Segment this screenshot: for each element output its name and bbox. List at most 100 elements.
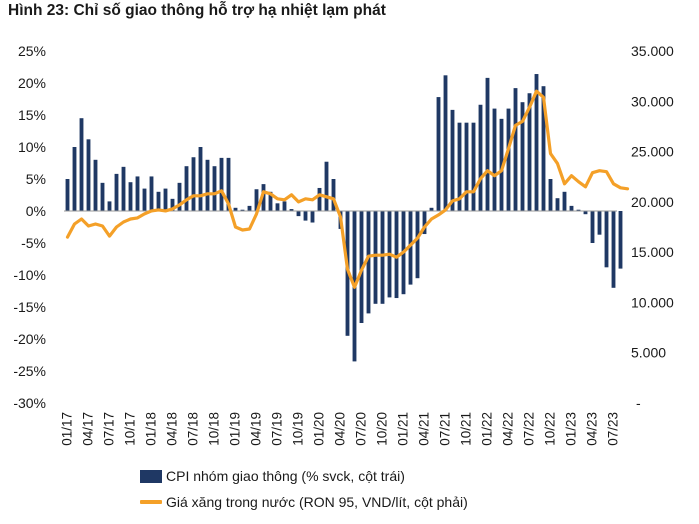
cpi-bar: [478, 104, 483, 211]
cpi-bar: [177, 182, 182, 211]
cpi-bar: [618, 211, 623, 269]
x-tick-label: 10/21: [459, 412, 474, 446]
x-tick-label: 04/17: [81, 412, 96, 446]
cpi-bar: [499, 118, 504, 211]
cpi-bar: [436, 97, 441, 211]
x-tick-label: 07/17: [102, 412, 117, 446]
legend-label-cpi: CPI nhóm giao thông (% svck, cột trái): [166, 468, 405, 484]
cpi-bar: [79, 118, 84, 211]
cpi-bar: [429, 207, 434, 211]
x-tick-label: 07/19: [270, 412, 285, 446]
cpi-bar: [191, 157, 196, 211]
x-tick-label: 10/22: [543, 412, 558, 446]
cpi-bar: [373, 211, 378, 304]
x-tick-label: 01/18: [144, 412, 159, 446]
left-tick-label: 15%: [18, 107, 46, 123]
cpi-bar: [142, 188, 147, 211]
cpi-bar: [527, 93, 532, 211]
x-tick-label: 10/20: [375, 412, 390, 446]
left-tick-label: -20%: [13, 331, 46, 347]
cpi-bars: [65, 74, 623, 362]
right-tick-label: -: [636, 395, 641, 411]
cpi-bar: [247, 205, 252, 211]
cpi-bar: [198, 147, 203, 211]
x-tick-label: 07/20: [354, 412, 369, 446]
x-tick-label: 04/18: [165, 412, 180, 446]
legend-label-fuel: Giá xăng trong nước (RON 95, VND/lít, cộ…: [166, 494, 468, 510]
x-tick-label: 04/23: [585, 412, 600, 446]
cpi-bar: [590, 211, 595, 243]
cpi-bar: [205, 159, 210, 211]
x-tick-label: 04/19: [249, 412, 264, 446]
cpi-bar: [471, 122, 476, 211]
cpi-bar: [240, 209, 245, 211]
left-tick-label: -15%: [13, 299, 46, 315]
cpi-bar: [576, 209, 581, 211]
left-tick-label: 5%: [26, 171, 46, 187]
cpi-bar: [275, 203, 280, 211]
right-tick-label: 35.000: [631, 43, 674, 59]
cpi-bar: [394, 211, 399, 299]
cpi-bar: [408, 211, 413, 285]
cpi-bar: [268, 191, 273, 211]
x-tick-label: 04/21: [417, 412, 432, 446]
cpi-bar: [100, 182, 105, 211]
left-tick-label: 10%: [18, 139, 46, 155]
cpi-bar: [555, 198, 560, 211]
x-tick-label: 10/18: [207, 412, 222, 446]
x-tick-label: 01/22: [480, 412, 495, 446]
left-axis-ticks: 25% 20% 15% 10% 5% 0% -5% -10% -15% -20% -25% -30%: [13, 43, 46, 411]
cpi-bar: [65, 179, 70, 211]
cpi-bar: [93, 159, 98, 211]
cpi-bar: [534, 74, 539, 211]
cpi-bar: [226, 157, 231, 211]
cpi-bar: [569, 205, 574, 211]
x-tick-label: 04/20: [333, 412, 348, 446]
x-tick-label: 01/23: [564, 412, 579, 446]
cpi-bar: [331, 179, 336, 211]
right-tick-label: 25.000: [631, 144, 674, 160]
cpi-bar: [107, 201, 112, 211]
cpi-bar: [541, 86, 546, 211]
cpi-bar: [450, 109, 455, 211]
cpi-bar: [163, 188, 168, 211]
cpi-bar: [296, 211, 301, 217]
cpi-bar: [86, 139, 91, 211]
cpi-bar: [170, 198, 175, 211]
fuel-price-line: [65, 89, 630, 289]
cpi-bar: [443, 75, 448, 211]
left-tick-label: -5%: [21, 235, 46, 251]
cpi-bar: [562, 191, 567, 211]
cpi-bar: [464, 122, 469, 211]
left-tick-label: 0%: [26, 203, 46, 219]
cpi-bar: [310, 211, 315, 223]
cpi-bar: [72, 147, 77, 211]
legend-line-swatch: [140, 500, 162, 504]
chart-title: Hình 23: Chỉ số giao thông hỗ trợ hạ nhi…: [8, 2, 386, 19]
left-tick-label: -10%: [13, 267, 46, 283]
legend-item-fuel: Giá xăng trong nước (RON 95, VND/lít, cộ…: [140, 494, 468, 510]
cpi-bar: [485, 77, 490, 211]
cpi-bar: [128, 182, 133, 211]
cpi-bar: [611, 211, 616, 288]
x-tick-label: 01/17: [60, 412, 75, 446]
cpi-bar: [219, 157, 224, 211]
cpi-bar: [597, 211, 602, 235]
x-tick-label: 07/22: [522, 412, 537, 446]
cpi-bar: [548, 179, 553, 211]
x-tick-label: 01/21: [396, 412, 411, 446]
left-tick-label: -25%: [13, 363, 46, 379]
left-tick-label: 20%: [18, 75, 46, 91]
right-tick-label: 5.000: [631, 345, 666, 361]
right-tick-label: 15.000: [631, 244, 674, 260]
cpi-bar: [366, 211, 371, 314]
cpi-bar: [156, 191, 161, 211]
cpi-bar: [604, 211, 609, 268]
x-tick-label: 10/19: [291, 412, 306, 446]
cpi-bar: [261, 184, 266, 211]
cpi-bar: [415, 211, 420, 279]
x-tick-label: 01/20: [312, 412, 327, 446]
cpi-bar: [422, 211, 427, 235]
cpi-bar: [513, 88, 518, 211]
cpi-bar: [317, 187, 322, 211]
